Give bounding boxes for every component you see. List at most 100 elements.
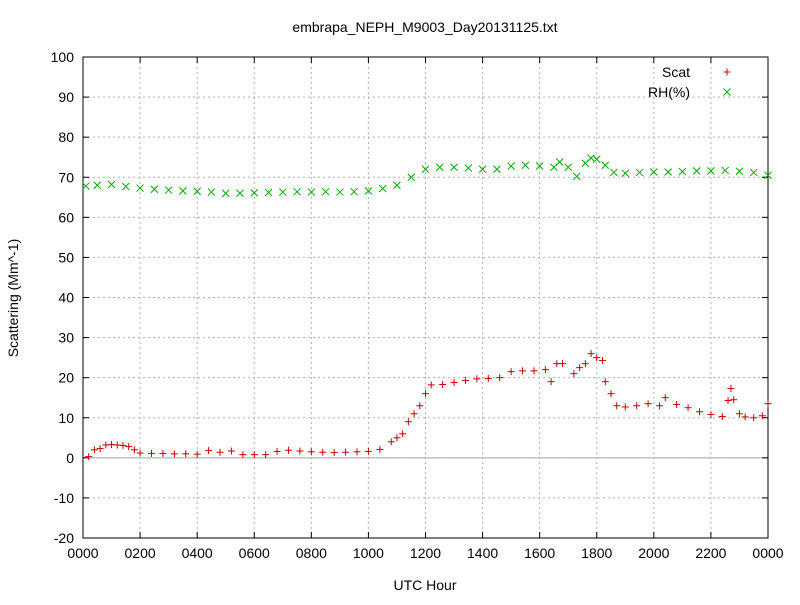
data-point — [399, 430, 407, 438]
data-point — [730, 396, 738, 404]
data-point — [296, 447, 304, 455]
y-tick-label: 20 — [58, 370, 74, 386]
data-point — [496, 374, 504, 382]
data-point — [393, 181, 401, 190]
data-point — [613, 402, 621, 410]
data-point — [661, 394, 669, 402]
y-tick-label: 10 — [58, 410, 74, 426]
data-point — [205, 447, 213, 455]
data-point — [601, 378, 609, 386]
data-point — [547, 378, 555, 386]
data-point — [364, 447, 372, 455]
data-point — [592, 155, 601, 164]
data-point — [239, 451, 247, 459]
data-point — [264, 188, 273, 197]
data-point — [410, 410, 418, 418]
data-point — [464, 164, 473, 172]
x-tick-label: 2200 — [695, 545, 726, 561]
data-point — [427, 381, 435, 389]
data-point — [735, 167, 744, 176]
data-point — [576, 364, 584, 372]
data-point — [750, 414, 758, 422]
data-point — [321, 187, 330, 196]
data-point — [90, 446, 98, 454]
data-point — [678, 167, 687, 176]
data-point — [221, 189, 230, 198]
y-tick-label: 30 — [58, 330, 74, 346]
y-tick-label: 60 — [58, 209, 74, 225]
data-point — [121, 182, 130, 191]
data-point — [273, 447, 281, 455]
legend-marker-scat — [723, 68, 731, 76]
data-point — [724, 397, 732, 405]
x-tick-label: 0800 — [296, 545, 327, 561]
data-point — [250, 451, 258, 459]
x-tick-label: 1000 — [353, 545, 384, 561]
series-scat — [85, 350, 772, 461]
data-point — [741, 413, 749, 421]
data-point — [535, 162, 544, 170]
data-point — [170, 450, 178, 458]
data-point — [93, 181, 102, 190]
data-point — [593, 354, 601, 362]
data-point — [378, 184, 387, 193]
data-point — [507, 162, 515, 170]
data-point — [564, 163, 573, 172]
x-tick-label: 0000 — [752, 545, 783, 561]
data-point — [656, 402, 664, 410]
axis-ticks: -20 -10 0 10 20 30 40 50 60 70 80 90 100 0000 0200 0400… — [51, 49, 784, 561]
data-point — [521, 161, 530, 170]
y-tick-label: 100 — [51, 49, 75, 65]
data-point — [179, 187, 187, 195]
legend-marker-rh — [723, 88, 731, 96]
x-tick-label: 1200 — [410, 545, 441, 561]
y-tick-label: 90 — [58, 89, 74, 105]
data-point — [193, 450, 201, 458]
data-point — [570, 370, 578, 378]
y-tick-label: 40 — [58, 290, 74, 306]
data-point — [216, 448, 224, 456]
data-point — [96, 445, 104, 453]
data-point — [193, 187, 202, 196]
data-point — [85, 453, 93, 461]
data-point — [435, 163, 444, 172]
legend-label-scat: Scat — [662, 64, 690, 80]
data-point — [587, 350, 595, 358]
data-point — [559, 360, 566, 368]
x-tick-label: 1800 — [581, 545, 612, 561]
data-marks — [82, 154, 772, 461]
data-point — [227, 447, 235, 455]
data-point — [150, 185, 159, 194]
data-point — [707, 166, 715, 175]
data-point — [601, 161, 610, 170]
data-point — [136, 184, 144, 192]
data-point — [507, 368, 515, 376]
data-point — [319, 448, 327, 456]
data-point — [159, 449, 167, 457]
data-point — [207, 188, 216, 196]
x-tick-label: 1600 — [524, 545, 555, 561]
data-point — [555, 158, 564, 166]
data-point — [164, 186, 173, 194]
data-point — [633, 402, 641, 410]
data-point — [342, 448, 350, 456]
data-point — [621, 169, 630, 178]
data-point — [764, 400, 772, 408]
data-point — [82, 182, 90, 190]
data-point — [610, 168, 618, 177]
data-point — [718, 413, 726, 421]
data-point — [353, 448, 361, 456]
data-point — [493, 165, 501, 174]
data-point — [673, 401, 681, 409]
data-point — [692, 166, 701, 175]
legend-label-rh: RH(%) — [648, 84, 690, 100]
data-point — [307, 188, 316, 196]
data-point — [598, 356, 606, 364]
data-point — [285, 446, 292, 454]
data-point — [530, 367, 538, 375]
data-point — [136, 449, 144, 457]
data-point — [422, 390, 429, 398]
data-point — [473, 375, 481, 383]
